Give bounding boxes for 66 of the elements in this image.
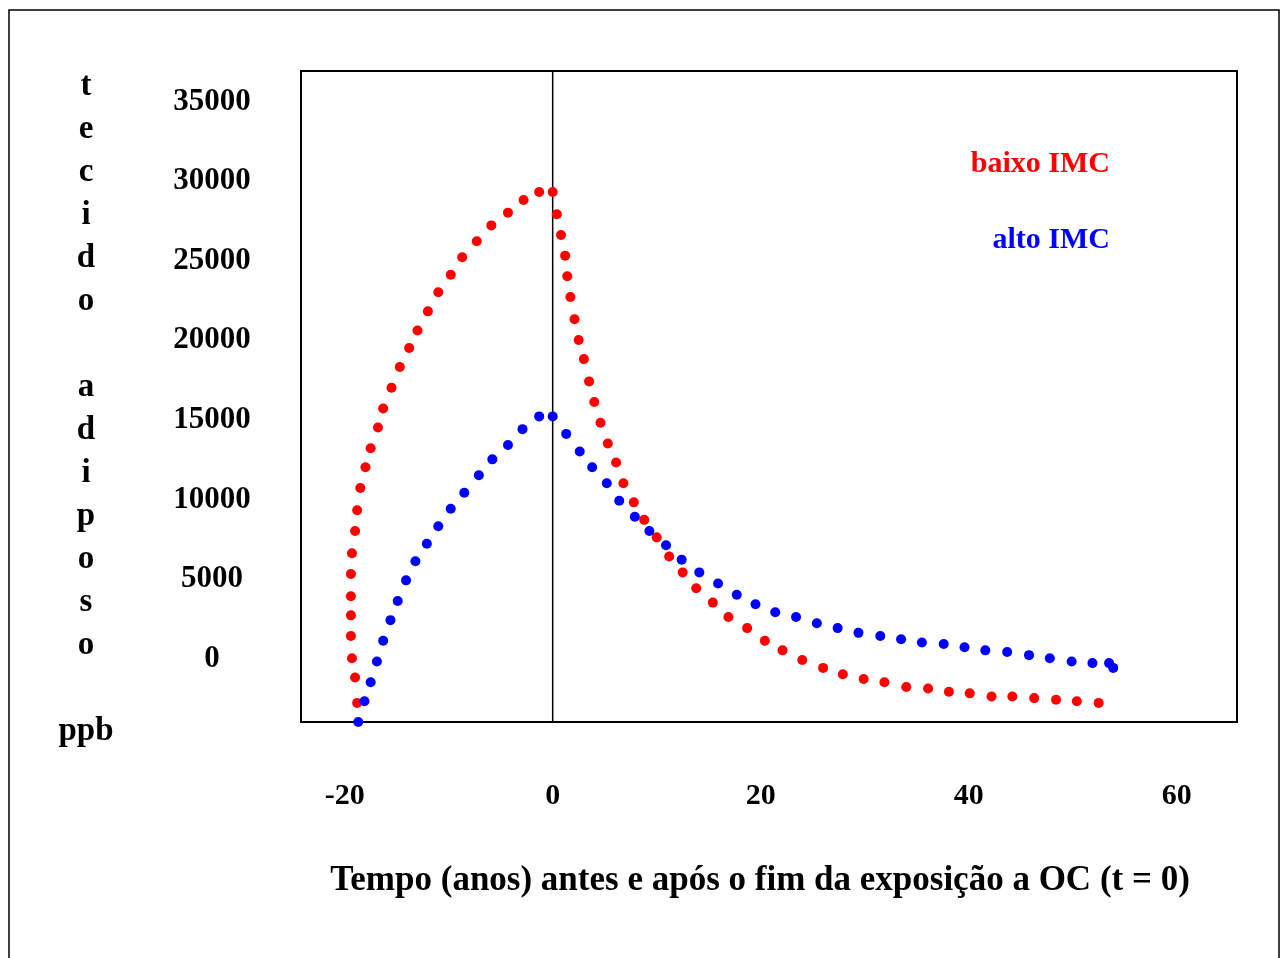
- y-tick-label: 20000: [173, 320, 251, 356]
- x-tick-label: 40: [953, 777, 984, 810]
- point: [587, 462, 598, 473]
- y-tick-label: 15000: [173, 399, 251, 435]
- point: [750, 599, 761, 610]
- point: [770, 607, 781, 618]
- point: [676, 554, 687, 565]
- y-tick-label: 0: [204, 638, 220, 674]
- point: [459, 487, 470, 498]
- point: [1066, 656, 1077, 667]
- point: [534, 411, 545, 422]
- point: [661, 540, 672, 551]
- y-tick-label: 5000: [181, 559, 243, 595]
- x-tick-label: -20: [324, 777, 365, 810]
- point: [614, 495, 625, 506]
- point: [401, 575, 412, 586]
- x-tick-label: 20: [745, 777, 776, 810]
- point: [378, 635, 389, 646]
- text: tecido adiposo ppb: [58, 66, 114, 747]
- point: [353, 717, 364, 727]
- point: [980, 645, 991, 656]
- point: [517, 424, 528, 435]
- x-tick-label: 60: [1161, 777, 1192, 810]
- point: [875, 631, 886, 642]
- x-tick-label: 0: [545, 777, 561, 810]
- point: [694, 567, 705, 578]
- point: [410, 556, 421, 567]
- point: [731, 589, 742, 600]
- point: [502, 440, 513, 451]
- point: [601, 478, 612, 489]
- point: [916, 637, 927, 648]
- point: [629, 511, 640, 522]
- point: [359, 696, 370, 707]
- point: [1024, 650, 1034, 661]
- point: [938, 639, 949, 650]
- y-tick-label: 30000: [173, 161, 251, 197]
- point: [487, 454, 498, 465]
- point: [1087, 658, 1098, 669]
- point: [574, 446, 585, 457]
- point: [385, 615, 396, 626]
- point: [1108, 662, 1119, 673]
- point: [959, 642, 970, 653]
- text: alto IMC: [992, 221, 1110, 254]
- text: baixo IMC: [970, 145, 1110, 178]
- point: [853, 627, 864, 638]
- point: [896, 634, 907, 645]
- point: [561, 428, 572, 439]
- point: [445, 503, 456, 514]
- point: [791, 611, 802, 622]
- point: [421, 538, 432, 549]
- point: [1002, 646, 1013, 657]
- y-tick-label: 35000: [173, 81, 251, 117]
- y-tick-label: 10000: [173, 479, 251, 515]
- point: [392, 596, 403, 607]
- point: [713, 578, 724, 589]
- point: [433, 521, 444, 532]
- point: [365, 677, 376, 688]
- point: [473, 470, 484, 481]
- point: [811, 618, 822, 629]
- point: [644, 526, 655, 536]
- point: [371, 656, 382, 667]
- x-axis-title: Tempo (anos) antes e após o fim da exposição a OC (t = 0): [330, 859, 1190, 898]
- y-tick-label: 25000: [173, 240, 251, 276]
- point: [1044, 653, 1055, 664]
- point: [547, 411, 558, 422]
- point: [832, 623, 843, 634]
